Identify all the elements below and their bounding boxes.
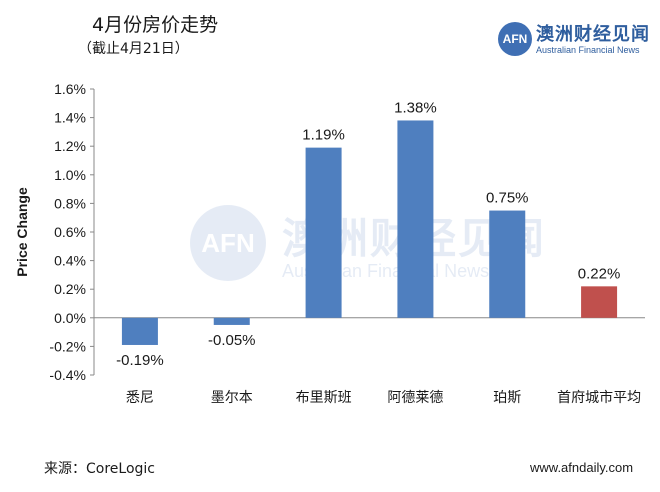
x-category-label: 悉尼	[126, 390, 154, 406]
y-tick-label: 0.6%	[54, 224, 86, 240]
x-category-label: 墨尔本	[211, 390, 253, 406]
afn-logo: AFN 澳洲财经见闻 Australian Financial News	[498, 20, 650, 60]
x-category-label: 首府城市平均	[557, 389, 641, 406]
y-tick-label: 1.6%	[54, 81, 86, 97]
logo-name-en: Australian Financial News	[536, 45, 640, 55]
data-label: 1.38%	[394, 99, 437, 116]
chart-title: 4月份房价走势	[92, 14, 219, 36]
data-label: -0.05%	[208, 332, 256, 349]
x-category-label: 布里斯班	[296, 390, 352, 406]
y-tick-label: 1.0%	[54, 167, 86, 183]
y-tick-label: -0.2%	[49, 338, 86, 354]
source-note: 来源：CoreLogic	[44, 461, 155, 477]
bar	[489, 210, 526, 318]
bar	[305, 147, 342, 318]
bar	[581, 286, 618, 318]
chart-subtitle: （截止4月21日）	[78, 41, 189, 57]
data-label: 1.19%	[302, 127, 345, 144]
y-tick-label: -0.4%	[49, 367, 86, 383]
logo-name-cn: 澳洲财经见闻	[536, 24, 650, 45]
y-tick-label: 1.4%	[54, 110, 86, 126]
data-label: -0.19%	[116, 352, 164, 369]
y-tick-label: 0.0%	[54, 310, 86, 326]
y-tick-label: 0.2%	[54, 281, 86, 297]
data-label: 0.75%	[486, 190, 529, 207]
bar	[213, 317, 250, 325]
bar	[397, 120, 434, 318]
y-axis-label: Price Change	[14, 187, 30, 277]
website-url: www.afndaily.com	[530, 460, 634, 475]
x-category-label: 珀斯	[493, 390, 521, 406]
bar	[121, 317, 158, 345]
y-tick-label: 0.8%	[54, 195, 86, 211]
y-tick-label: 0.4%	[54, 253, 86, 269]
x-category-label: 阿德莱德	[387, 390, 443, 406]
logo-mark-icon: AFN	[498, 22, 532, 56]
y-tick-label: 1.2%	[54, 138, 86, 154]
data-label: 0.22%	[578, 265, 621, 282]
